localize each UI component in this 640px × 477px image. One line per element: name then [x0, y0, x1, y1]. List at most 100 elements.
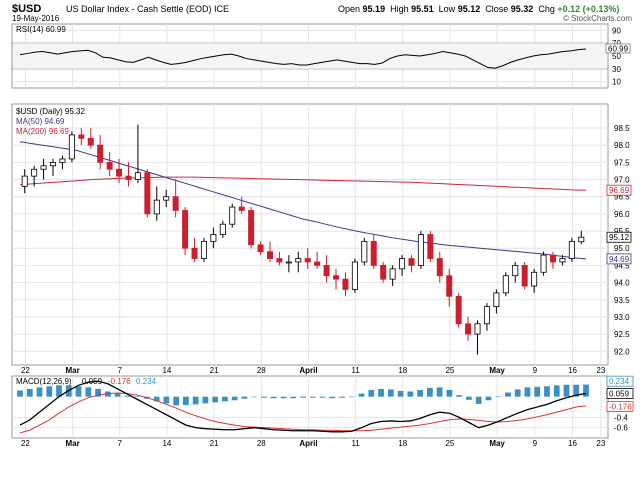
- candle-body: [483, 306, 490, 325]
- x-tick-label: 9: [533, 439, 538, 448]
- price-legend-symbol: $USD (Daily) 95.32: [16, 107, 85, 116]
- candle-body: [153, 199, 160, 215]
- macd-hist-bar: [436, 387, 443, 397]
- candle-body: [21, 175, 28, 187]
- macd-hist-tag-label: 0.234: [609, 377, 630, 386]
- macd-hist-tag: [606, 375, 634, 387]
- close-tag-label: 95.12: [609, 233, 630, 242]
- candle-body: [257, 244, 264, 253]
- macd-hist-bar: [417, 389, 423, 397]
- candle-body: [238, 206, 245, 211]
- candle-body: [163, 196, 170, 201]
- chg-label: Chg: [538, 4, 555, 14]
- x-tick-label: April: [299, 366, 317, 375]
- close-tag: [606, 231, 632, 243]
- high-label: High: [390, 4, 409, 14]
- rsi-value-tag: [605, 43, 631, 54]
- price-tick-label: 98.5: [614, 124, 630, 133]
- candle-body: [380, 265, 387, 280]
- price-tick-label: 96.5: [614, 193, 630, 202]
- macd-hist-bar: [173, 396, 180, 406]
- rsi-legend: RSI(14) 60.99: [16, 25, 66, 34]
- macd-value-tag: [606, 388, 634, 399]
- x-tick-label: 14: [162, 439, 171, 448]
- candle-body: [219, 223, 226, 235]
- candle-body: [50, 161, 57, 167]
- macd-hist-bar: [485, 396, 492, 401]
- candle-body: [314, 261, 321, 266]
- macd-hist-bar: [290, 396, 297, 399]
- macd-hist-bar: [153, 396, 160, 402]
- candle-body: [502, 275, 509, 294]
- low-value: 95.12: [457, 4, 481, 14]
- candle-body: [399, 258, 406, 270]
- chart-date: 19-May-2016: [12, 14, 60, 23]
- ohlc-summary: Open 95.19 High 95.51 Low 95.12 Close 95…: [338, 4, 619, 14]
- macd-hist-bar: [397, 390, 404, 397]
- x-tick-label: 16: [568, 366, 577, 375]
- macd-hist-bar: [329, 396, 336, 399]
- price-tick-label: 98.0: [614, 141, 630, 150]
- x-tick-label: May: [489, 366, 505, 375]
- ma50-tag-label: 94.69: [609, 255, 630, 264]
- macd-hist-bar: [26, 388, 33, 397]
- macd-hist-bar: [387, 389, 394, 397]
- macd-signal-tag-label: -0.176: [609, 402, 632, 411]
- candle-body: [266, 251, 273, 259]
- x-tick-label: Mar: [65, 439, 79, 448]
- price-tick-label: 93.5: [614, 296, 630, 305]
- candle-body: [474, 323, 481, 335]
- symbol-description: US Dollar Index - Cash Settle (EOD) ICE: [66, 4, 230, 14]
- candle-body: [116, 168, 123, 177]
- rsi-tick-label: 10: [612, 78, 621, 87]
- candle-body: [285, 261, 292, 264]
- x-tick-label: May: [489, 439, 505, 448]
- candle-body: [59, 158, 66, 163]
- price-legend-ma50: MA(50) 94.69: [16, 117, 65, 126]
- macd-hist-bar: [563, 384, 570, 397]
- macd-hist-bar: [309, 396, 316, 398]
- candle-body: [248, 210, 255, 246]
- macd-hist-bar: [95, 388, 101, 397]
- candle-body: [512, 265, 519, 277]
- low-label: Low: [438, 4, 456, 14]
- macd-hist-bar: [407, 391, 414, 397]
- macd-hist-bar: [46, 386, 53, 397]
- candle-body: [361, 240, 368, 263]
- macd-hist-bar: [524, 387, 531, 397]
- macd-hist-bar: [300, 396, 306, 398]
- symbol: $USD: [12, 3, 42, 15]
- macd-hist-bar: [36, 387, 43, 397]
- macd-hist-bar: [261, 396, 267, 398]
- rsi-tick-label: 90: [612, 26, 621, 35]
- x-tick-label: 21: [210, 439, 219, 448]
- price-legend-ma200: MA(200) 96.69: [16, 127, 69, 136]
- x-tick-label: 25: [445, 366, 454, 375]
- macd-hist-bar: [85, 387, 92, 397]
- macd-hist-bar: [163, 396, 170, 404]
- macd-hist-bar: [514, 389, 521, 397]
- candle-body: [417, 234, 424, 266]
- rsi-line: [19, 48, 587, 69]
- ma200-tag: [606, 184, 632, 196]
- candle-body: [540, 254, 547, 273]
- macd-legend-hist: 0.234: [136, 377, 157, 386]
- candle-body: [40, 165, 47, 170]
- macd-hist-bar: [358, 393, 365, 397]
- x-tick-label: 14: [162, 366, 171, 375]
- macd-hist-bar: [339, 396, 345, 398]
- macd-hist-bar: [495, 396, 502, 397]
- rsi-band: [13, 43, 607, 69]
- price-tick-label: 95.0: [614, 244, 630, 253]
- candle-body: [342, 278, 349, 290]
- price-tick-label: 92.5: [614, 330, 630, 339]
- macd-signal-tag: [606, 401, 634, 412]
- x-tick-label: 28: [257, 366, 266, 375]
- macd-hist-bar: [544, 386, 550, 397]
- ma50-tag: [606, 253, 632, 265]
- ma200-tag-label: 96.69: [609, 186, 630, 195]
- macd-tick-label: -0.6: [614, 424, 628, 433]
- x-tick-label: 7: [118, 366, 123, 375]
- macd-hist-bar: [212, 396, 219, 403]
- candle-body: [78, 134, 85, 139]
